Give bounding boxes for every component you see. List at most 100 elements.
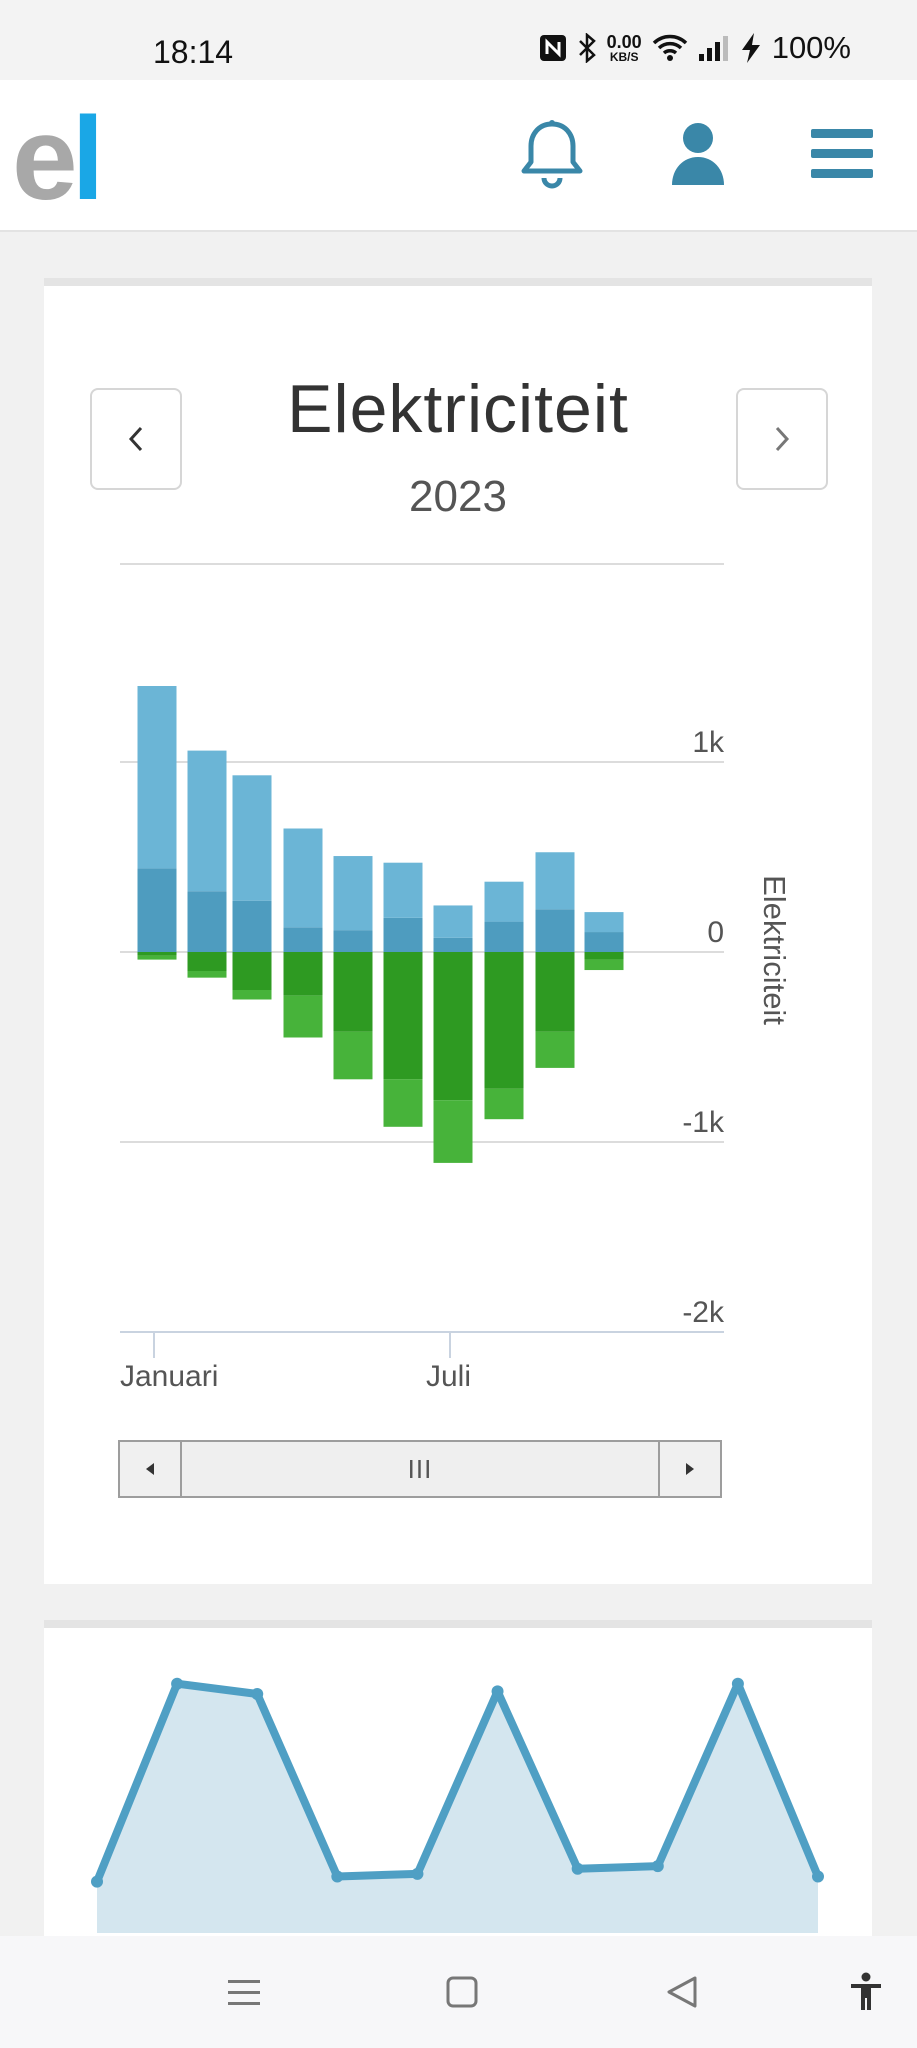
area-point — [251, 1687, 264, 1700]
y-tick-label: -2k — [682, 1296, 725, 1329]
bar-segment — [484, 921, 524, 952]
charging-icon — [741, 33, 760, 63]
logo[interactable]: el — [12, 100, 104, 218]
bar-segment — [383, 952, 423, 1080]
bar-segment — [484, 881, 524, 922]
area-point — [812, 1870, 824, 1883]
notifications-button[interactable] — [516, 118, 588, 190]
chevron-right-icon — [775, 426, 790, 452]
network-speed-unit: KB/S — [609, 50, 639, 64]
bar-segment — [187, 750, 227, 892]
scrollbar-grip: III — [407, 1453, 433, 1484]
chevron-left-icon — [128, 426, 143, 452]
wifi-icon — [652, 34, 687, 61]
next-year-button[interactable] — [736, 388, 828, 490]
bar-segment — [433, 905, 473, 938]
bar-segment — [383, 862, 423, 918]
card-title: Elektriciteit — [287, 371, 629, 447]
triangle-left-icon — [146, 1463, 154, 1475]
area-point — [491, 1685, 504, 1698]
bar-segment — [383, 917, 423, 952]
back-button[interactable] — [654, 1964, 710, 2020]
area-line — [93, 1679, 822, 1884]
bell-icon — [521, 120, 583, 189]
area-point — [731, 1677, 744, 1690]
triangle-right-icon — [686, 1463, 694, 1475]
bar-segment — [232, 900, 272, 952]
area-point — [411, 1867, 424, 1880]
area-point — [651, 1860, 664, 1873]
network-speed-value: 0.00 — [606, 32, 642, 52]
bar-segment — [535, 909, 575, 952]
bar-segment — [187, 952, 227, 971]
bar-segment — [535, 1031, 575, 1068]
bar-segment — [232, 990, 272, 1000]
bar-segment — [484, 1088, 524, 1120]
scrollbar-thumb[interactable]: III — [182, 1442, 658, 1496]
bar-segment — [283, 927, 323, 952]
bar-segment — [333, 930, 373, 952]
bar-segment — [137, 955, 177, 960]
bluetooth-icon — [578, 33, 596, 63]
logo-letter-l: l — [71, 93, 105, 225]
area-point — [91, 1875, 103, 1888]
bar-segment — [187, 971, 227, 978]
bar-segment — [232, 952, 272, 990]
accessibility-button[interactable] — [838, 1964, 894, 2020]
network-speed: 0.00 KB/S — [607, 33, 642, 63]
status-time: 18:14 — [153, 34, 234, 70]
bar-segment — [584, 932, 624, 952]
bar-segment — [383, 1079, 423, 1127]
bar-segment — [283, 828, 323, 928]
recent-apps-button[interactable] — [216, 1964, 272, 2020]
signal-icon — [698, 36, 728, 61]
bar-segment — [137, 686, 177, 869]
user-icon — [672, 123, 724, 185]
bar-segment — [333, 1031, 373, 1080]
scroll-left-button[interactable] — [120, 1442, 182, 1496]
bar-segment — [333, 856, 373, 931]
y-axis-title: Elektriciteit — [757, 875, 792, 1025]
menu-button[interactable] — [806, 118, 878, 190]
hamburger-icon — [811, 129, 873, 178]
bar-segment — [232, 775, 272, 901]
bar-segment — [137, 868, 177, 952]
card-year: 2023 — [409, 472, 507, 521]
bar-segment — [283, 952, 323, 996]
bar-segment — [433, 1100, 473, 1163]
app-header: el — [0, 80, 917, 232]
electricity-bar-chart: 1k 0 -1k -2k Januari Juli Elektriciteit — [120, 563, 792, 1393]
second-chart-card — [44, 1620, 872, 1948]
nfc-icon — [539, 35, 566, 61]
system-navigation-bar — [0, 1936, 917, 2048]
y-tick-label: 1k — [692, 726, 725, 759]
electricity-card: Elektriciteit 2023 1k 0 -1k -2k Januari Juli E… — [44, 278, 872, 1584]
y-tick-label: 0 — [707, 916, 724, 949]
home-button[interactable] — [434, 1964, 490, 2020]
bar-segment — [187, 891, 227, 952]
status-bar: 18:14 0.00 KB/S 100% — [0, 0, 917, 80]
x-tick-label: Januari — [120, 1360, 218, 1393]
recents-icon — [228, 1980, 260, 2005]
bar-segment — [137, 952, 177, 956]
bar-segment — [535, 952, 575, 1032]
home-icon — [446, 1976, 478, 2008]
bar-segment — [484, 952, 524, 1089]
area-chart — [91, 1677, 824, 1944]
bar-segment — [584, 959, 624, 971]
bar-segment — [433, 952, 473, 1101]
logo-letter-e: e — [12, 93, 78, 225]
y-tick-label: -1k — [682, 1106, 725, 1139]
previous-year-button[interactable] — [90, 388, 182, 490]
status-icons: 0.00 KB/S 100% — [539, 30, 851, 66]
scroll-right-button[interactable] — [658, 1442, 720, 1496]
back-icon — [667, 1976, 697, 2008]
x-tick-label: Juli — [426, 1360, 471, 1393]
area-point — [331, 1870, 344, 1883]
bar-segment — [283, 995, 323, 1038]
battery-level: 100% — [771, 30, 851, 65]
bar-segment — [584, 952, 624, 960]
chart-scrollbar[interactable]: III — [118, 1440, 722, 1498]
area-point — [171, 1677, 184, 1690]
account-button[interactable] — [662, 118, 734, 190]
